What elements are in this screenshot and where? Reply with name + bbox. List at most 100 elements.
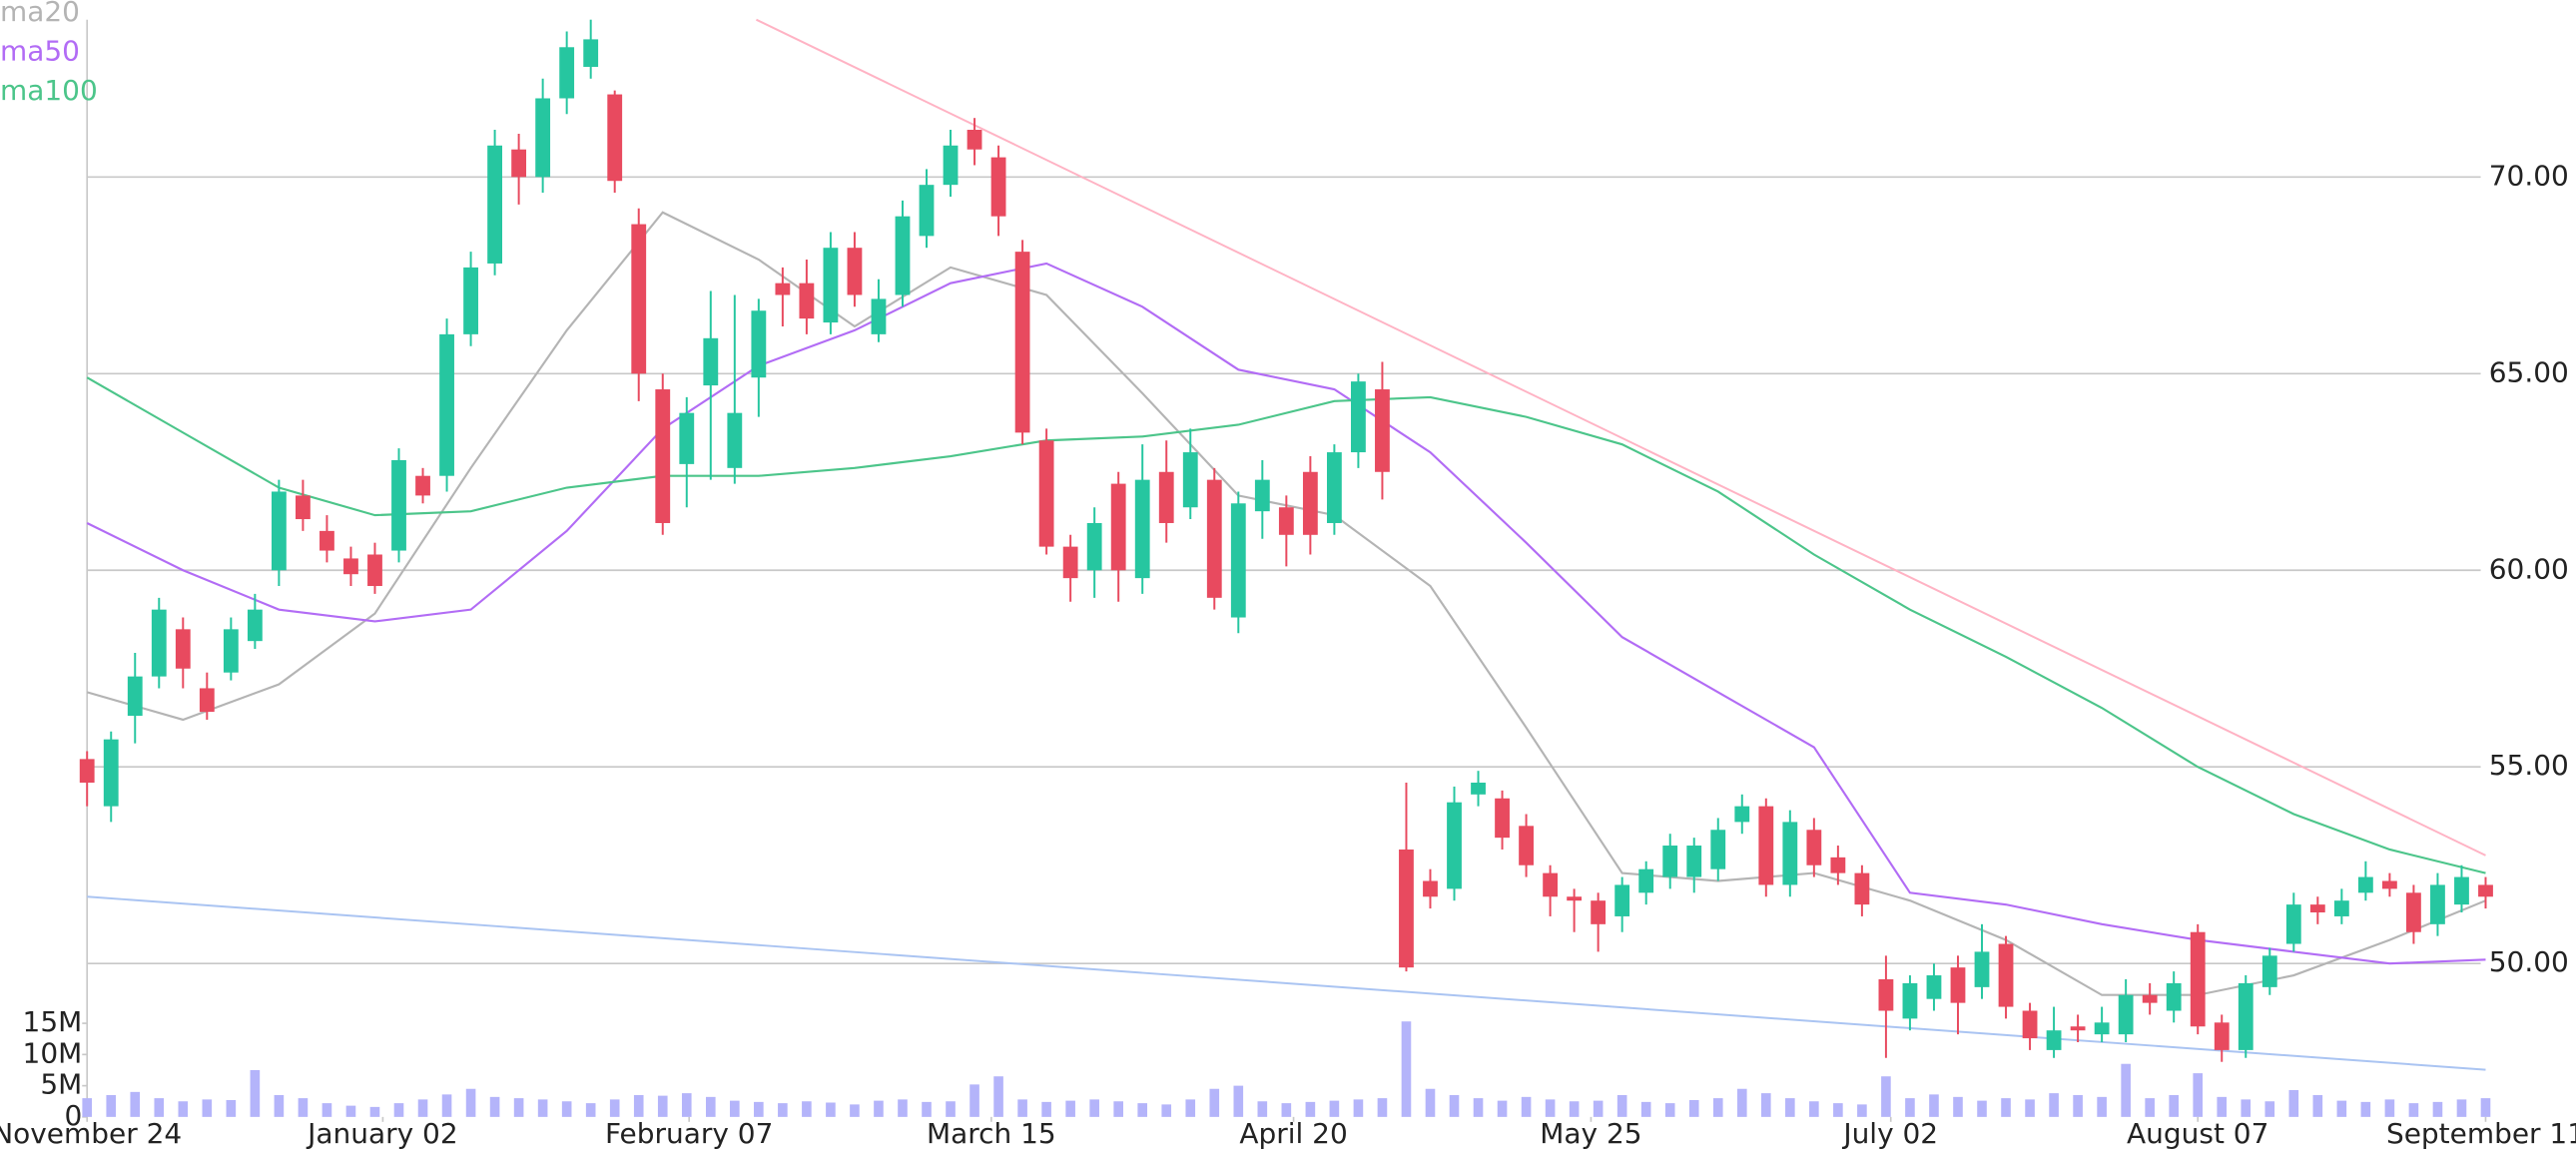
volume-bar bbox=[2408, 1103, 2419, 1117]
volume-bar bbox=[1209, 1088, 1220, 1117]
volume-bar bbox=[1017, 1099, 1027, 1117]
volume-bar bbox=[130, 1091, 141, 1117]
candle-body bbox=[1351, 381, 1366, 453]
candle-body bbox=[2406, 892, 2421, 932]
volume-bar bbox=[82, 1098, 93, 1117]
volume-bar bbox=[1929, 1094, 1939, 1117]
volume-bar bbox=[2049, 1093, 2059, 1117]
candle-body bbox=[1038, 440, 1054, 547]
candle-body bbox=[1326, 452, 1342, 523]
candle-body bbox=[607, 94, 623, 182]
candle-body bbox=[2094, 1022, 2110, 1035]
y-tick-label: 70.00 bbox=[2489, 159, 2569, 192]
candle-body bbox=[175, 629, 191, 669]
volume-bar bbox=[322, 1103, 332, 1117]
candle-body bbox=[151, 609, 167, 677]
candle-body bbox=[199, 688, 215, 713]
volume-bar bbox=[1953, 1096, 1963, 1117]
candle-body bbox=[1375, 389, 1390, 472]
x-tick-label: January 02 bbox=[306, 1117, 458, 1150]
volume-bar bbox=[226, 1099, 237, 1117]
candle-body bbox=[247, 609, 263, 642]
candle-body bbox=[823, 248, 839, 323]
volume-bar bbox=[1089, 1099, 1099, 1117]
volume-bar bbox=[106, 1094, 117, 1117]
candle-body bbox=[2333, 900, 2349, 916]
volume-bar bbox=[1497, 1100, 1508, 1117]
candle-body bbox=[2381, 880, 2397, 889]
x-tick-label: February 07 bbox=[605, 1117, 773, 1150]
volume-bar bbox=[441, 1094, 452, 1117]
volume-bar bbox=[1281, 1103, 1292, 1117]
volume-bar bbox=[2432, 1101, 2443, 1117]
volume-tick-label: 15M bbox=[23, 1005, 83, 1038]
candle-body bbox=[2261, 955, 2277, 987]
volume-bar bbox=[1905, 1098, 1915, 1117]
candle-body bbox=[1638, 868, 1654, 893]
volume-bar bbox=[1305, 1101, 1316, 1117]
candle-body bbox=[2454, 876, 2469, 905]
y-tick-label: 50.00 bbox=[2489, 945, 2569, 978]
volume-bar bbox=[2193, 1073, 2204, 1117]
volume-bar bbox=[1616, 1094, 1627, 1117]
volume-bar bbox=[2384, 1099, 2395, 1117]
volume-bar bbox=[1233, 1085, 1244, 1117]
volume-bar bbox=[154, 1098, 165, 1117]
volume-bar bbox=[1881, 1076, 1891, 1117]
x-tick-label: September 11 bbox=[2386, 1117, 2576, 1150]
candle-body bbox=[1854, 872, 1870, 905]
volume-bar bbox=[2025, 1099, 2035, 1117]
candle-body bbox=[1423, 880, 1438, 897]
candle-body bbox=[463, 267, 478, 334]
candle-body bbox=[343, 558, 358, 575]
candle-body bbox=[1014, 252, 1030, 433]
candle-body bbox=[2238, 982, 2254, 1050]
candle-body bbox=[1974, 951, 1990, 987]
candle-body bbox=[1278, 507, 1294, 535]
candle-body bbox=[511, 149, 527, 178]
candle-body bbox=[703, 337, 719, 386]
candle-body bbox=[2118, 994, 2134, 1035]
volume-bar bbox=[1712, 1098, 1723, 1117]
volume-bar bbox=[874, 1100, 884, 1117]
candle-body bbox=[1686, 846, 1702, 877]
candle-body bbox=[79, 759, 95, 783]
candle-body bbox=[1806, 830, 1822, 865]
candle-body bbox=[1158, 471, 1174, 523]
volume-bar bbox=[2360, 1101, 2371, 1117]
volume-bar bbox=[730, 1100, 740, 1117]
candle-body bbox=[631, 224, 647, 374]
volume-bar bbox=[2097, 1096, 2107, 1117]
candle-body bbox=[943, 145, 959, 186]
candle-body bbox=[1062, 546, 1078, 579]
candle-body bbox=[223, 629, 239, 673]
volume-bar bbox=[2217, 1096, 2228, 1117]
candle-body bbox=[296, 495, 311, 520]
candle-body bbox=[2357, 876, 2373, 893]
candle-body bbox=[1591, 900, 1607, 924]
volume-bar bbox=[178, 1101, 189, 1117]
volume-bar bbox=[1185, 1099, 1196, 1117]
volume-bar bbox=[2145, 1098, 2155, 1117]
volume-bar bbox=[1977, 1100, 1987, 1117]
volume-bar bbox=[1065, 1100, 1075, 1117]
candle-body bbox=[2022, 1010, 2038, 1039]
candle-body bbox=[847, 248, 863, 295]
candle-body bbox=[1926, 975, 1942, 999]
volume-bar bbox=[1736, 1088, 1747, 1117]
trend-line bbox=[87, 895, 2486, 1071]
candle-body bbox=[2285, 904, 2301, 944]
volume-bar bbox=[2169, 1094, 2179, 1117]
volume-bar bbox=[369, 1106, 380, 1117]
volume-bar bbox=[1857, 1104, 1867, 1117]
candle-body bbox=[1471, 782, 1486, 795]
y-tick-label: 60.00 bbox=[2489, 552, 2569, 585]
trend-line bbox=[756, 18, 2486, 857]
candle-body bbox=[2478, 884, 2493, 897]
volume-bar bbox=[850, 1104, 860, 1117]
x-tick-label: November 24 bbox=[0, 1117, 182, 1150]
volume-bar bbox=[2336, 1100, 2347, 1117]
candle-body bbox=[2166, 982, 2182, 1011]
